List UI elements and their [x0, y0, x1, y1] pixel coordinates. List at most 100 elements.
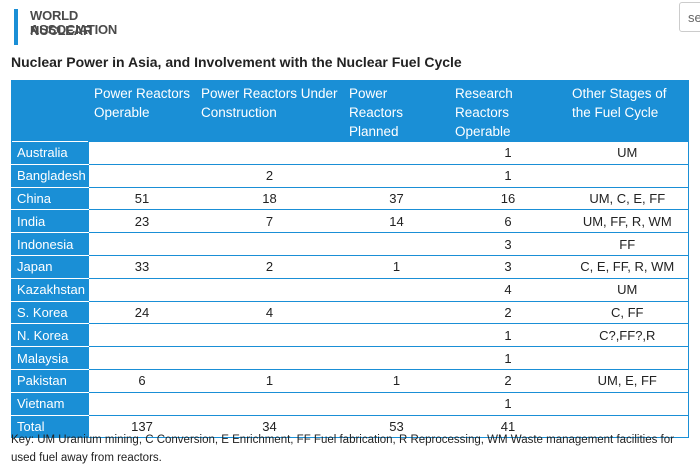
cell — [88, 141, 196, 165]
cell — [195, 277, 344, 302]
search-box[interactable]: se — [679, 2, 700, 32]
cell — [343, 232, 450, 256]
table-row: Australia 1 UM — [11, 141, 689, 165]
cell: 2 — [195, 163, 344, 188]
row-label: Kazakhstan — [11, 277, 89, 302]
cell — [343, 163, 450, 188]
table-row: Indonesia 3 FF — [11, 232, 689, 256]
cell: 6 — [449, 209, 567, 233]
table-row: China 51 18 37 16 UM, C, E, FF — [11, 186, 689, 210]
cell — [343, 300, 450, 324]
cell: 16 — [449, 186, 567, 210]
cell — [195, 323, 344, 347]
cell — [343, 323, 450, 347]
cell: 2 — [449, 300, 567, 324]
cell: 18 — [195, 186, 344, 210]
cell: 3 — [449, 254, 567, 279]
cell: UM, C, E, FF — [566, 186, 689, 210]
cell: 6 — [88, 368, 196, 393]
row-label: Malaysia — [11, 346, 89, 370]
table-row: Japan 33 2 1 3 C, E, FF, R, WM — [11, 254, 689, 279]
table-row: N. Korea 1 C?,FF?,R — [11, 323, 689, 347]
cell — [88, 163, 196, 188]
header-cell — [11, 80, 89, 142]
table-row: Pakistan 6 1 1 2 UM, E, FF — [11, 368, 689, 393]
cell — [566, 346, 689, 370]
logo-text: WORLD NUCLEAR — [30, 8, 93, 38]
cell — [566, 391, 689, 416]
header-cell: Power Reactors Operable — [88, 80, 196, 142]
cell: 3 — [449, 232, 567, 256]
cell — [88, 323, 196, 347]
cell: 2 — [195, 254, 344, 279]
cell — [195, 346, 344, 370]
cell: 51 — [88, 186, 196, 210]
header-cell: Power Reactors Planned — [343, 80, 450, 142]
row-label: Indonesia — [11, 232, 89, 256]
cell — [343, 277, 450, 302]
cell — [566, 414, 689, 438]
cell: 24 — [88, 300, 196, 324]
key-note: Key: UM Uranium mining, C Conversion, E … — [11, 434, 674, 464]
cell: 1 — [449, 346, 567, 370]
cell: UM — [566, 141, 689, 165]
cell — [195, 141, 344, 165]
cell — [343, 141, 450, 165]
cell — [88, 277, 196, 302]
cell: 41 — [449, 414, 567, 438]
cell: 34 — [195, 414, 344, 438]
table-row: Total 137 34 53 41 — [11, 414, 689, 438]
cell — [343, 346, 450, 370]
table-title: Nuclear Power in Asia, and Involvement w… — [11, 54, 462, 70]
cell: 14 — [343, 209, 450, 233]
cell: 137 — [88, 414, 196, 438]
row-label: Total — [11, 414, 89, 438]
cell: 1 — [343, 368, 450, 393]
header-row: Power Reactors Operable Power Reactors Un… — [11, 80, 689, 142]
cell: 4 — [449, 277, 567, 302]
cell: 23 — [88, 209, 196, 233]
table: Power Reactors Operable Power Reactors Un… — [11, 80, 689, 439]
cell: FF — [566, 232, 689, 256]
logo[interactable]: WORLD NUCLEAR ASSOCIATION — [14, 7, 132, 47]
cell: 4 — [195, 300, 344, 324]
cell: 2 — [449, 368, 567, 393]
cell: 1 — [195, 368, 344, 393]
cell: 53 — [343, 414, 450, 438]
header-cell: Power Reactors Under Construction — [195, 80, 344, 142]
cell: 1 — [343, 254, 450, 279]
cell: C?,FF?,R — [566, 323, 689, 347]
cell: UM — [566, 277, 689, 302]
table-row: Bangladesh 2 1 — [11, 163, 689, 188]
row-label: Australia — [11, 141, 89, 165]
logo-mark — [14, 9, 18, 45]
cell — [88, 232, 196, 256]
header-cell: Other Stages of the Fuel Cycle — [566, 80, 689, 142]
cell: 33 — [88, 254, 196, 279]
cell: C, E, FF, R, WM — [566, 254, 689, 279]
row-label: S. Korea — [11, 300, 89, 324]
cell — [343, 391, 450, 416]
table-row: Vietnam 1 — [11, 391, 689, 416]
cell — [88, 346, 196, 370]
cell: UM, FF, R, WM — [566, 209, 689, 233]
cell: C, FF — [566, 300, 689, 324]
row-label: China — [11, 186, 89, 210]
row-label: Pakistan — [11, 368, 89, 393]
row-label: Vietnam — [11, 391, 89, 416]
cell: 1 — [449, 391, 567, 416]
table-row: S. Korea 24 4 2 C, FF — [11, 300, 689, 324]
cell: 37 — [343, 186, 450, 210]
row-label: Bangladesh — [11, 163, 89, 188]
cell: 7 — [195, 209, 344, 233]
cell: UM, E, FF — [566, 368, 689, 393]
cell: 1 — [449, 163, 567, 188]
table-row: Kazakhstan 4 UM — [11, 277, 689, 302]
cell — [195, 232, 344, 256]
header-cell: Research Reactors Operable — [449, 80, 567, 142]
cell: 1 — [449, 141, 567, 165]
table-row: Malaysia 1 — [11, 346, 689, 370]
row-label: N. Korea — [11, 323, 89, 347]
cell — [195, 391, 344, 416]
